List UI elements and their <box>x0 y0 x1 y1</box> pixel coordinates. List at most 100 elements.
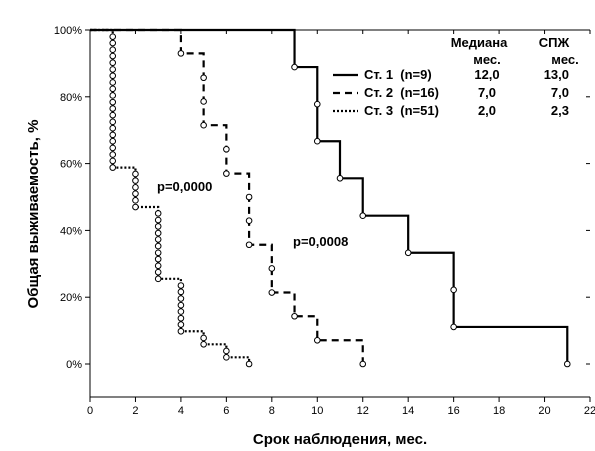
censor-marker <box>268 265 276 272</box>
series-layer <box>90 28 571 368</box>
y-tick-label: 100% <box>54 25 82 37</box>
censor-marker <box>109 124 117 132</box>
censor-marker <box>313 137 321 145</box>
x-tick-label: 18 <box>493 405 505 417</box>
censor-marker <box>132 170 139 178</box>
censor-marker <box>109 33 117 40</box>
censor-marker <box>132 203 139 211</box>
censor-marker <box>223 354 230 361</box>
censor-marker <box>177 327 185 335</box>
x-tick-label: 4 <box>178 405 184 417</box>
censor-marker <box>177 321 185 328</box>
censor-marker <box>177 50 185 57</box>
censor-marker <box>154 262 162 270</box>
legend-header-median: Медиана <box>451 35 508 50</box>
censor-marker <box>154 242 162 250</box>
censor-marker <box>404 249 412 257</box>
censor-marker <box>109 111 117 119</box>
censor-marker <box>109 59 117 67</box>
legend-pfs-value: 13,0 <box>544 67 569 82</box>
censor-marker <box>109 52 117 60</box>
censor-marker <box>245 360 253 368</box>
y-tick-label: 80% <box>60 92 82 104</box>
legend-pfs-value: 2,3 <box>551 103 569 118</box>
x-tick-label: 0 <box>87 405 93 417</box>
censor-marker <box>154 255 162 263</box>
censor-marker <box>109 164 117 171</box>
censor-marker <box>291 63 298 71</box>
censor-marker <box>154 268 162 276</box>
axes-layer: 0 2 4 6 8 10 12 14 16 18 20 22 0% 20% 40% 60% 80% 100% Сро… <box>25 25 595 448</box>
annotation-layer: p=0,0000 p=0,0008 <box>157 179 348 249</box>
censor-marker <box>291 312 298 320</box>
censor-marker <box>154 249 162 257</box>
censor-marker <box>109 131 117 139</box>
censor-marker <box>313 100 321 108</box>
legend-layer: Медиана мес. СПЖ мес. Ст. 1 (n=9) 12,0 13,0 Ст.… <box>333 35 579 118</box>
censor-marker <box>245 241 253 249</box>
censor-marker <box>200 74 207 82</box>
censor-marker <box>177 308 185 315</box>
censor-marker <box>109 46 117 54</box>
censor-marker <box>268 289 276 296</box>
y-tick-label: 60% <box>60 159 82 171</box>
censor-marker <box>200 98 207 105</box>
censor-marker <box>109 137 117 145</box>
y-tick-label: 0% <box>66 359 82 371</box>
censor-marker <box>109 72 117 80</box>
x-tick-label: 6 <box>223 405 229 417</box>
censor-marker <box>177 314 185 322</box>
censor-marker <box>109 118 117 126</box>
legend-label: Ст. 2 (n=16) <box>364 85 439 100</box>
censor-marker <box>109 105 117 112</box>
censor-marker <box>154 229 162 237</box>
censor-marker <box>245 193 253 201</box>
censor-marker <box>132 190 139 197</box>
legend-label: Ст. 3 (n=51) <box>364 103 439 118</box>
y-tick-label: 40% <box>60 225 82 237</box>
censor-marker <box>450 286 457 294</box>
censor-marker <box>200 121 207 129</box>
censor-marker <box>359 360 367 368</box>
legend-median-value: 2,0 <box>478 103 496 118</box>
censor-marker <box>109 66 117 73</box>
censor-marker <box>109 144 117 152</box>
censor-marker <box>109 85 117 93</box>
series-line <box>90 28 364 364</box>
x-axis-title: Срок наблюдения, мес. <box>253 431 427 448</box>
p-value-annotation: p=0,0000 <box>157 179 212 194</box>
censor-marker <box>132 197 139 204</box>
censor-marker <box>154 236 162 243</box>
y-tick-label: 20% <box>60 292 82 304</box>
legend-header-pfs-unit: мес. <box>551 52 579 67</box>
censor-marker <box>223 170 230 177</box>
censor-marker <box>154 275 162 283</box>
x-tick-label: 10 <box>311 405 323 417</box>
censor-marker <box>177 301 185 309</box>
censor-marker <box>109 92 117 99</box>
censor-marker <box>154 216 162 224</box>
p-value-annotation: p=0,0008 <box>293 234 348 249</box>
censor-marker <box>109 157 117 165</box>
x-tick-label: 20 <box>538 405 550 417</box>
censor-marker <box>245 217 253 225</box>
censor-marker <box>359 212 367 220</box>
plot-frame <box>89 29 590 398</box>
series-dotted <box>90 28 253 368</box>
x-tick-label: 22 <box>584 405 595 417</box>
x-tick-label: 12 <box>357 405 369 417</box>
legend-label: Ст. 1 (n=9) <box>364 67 432 82</box>
censor-marker <box>109 151 117 158</box>
censor-marker <box>154 210 162 217</box>
legend-median-value: 12,0 <box>474 67 499 82</box>
legend-header-pfs: СПЖ <box>539 35 570 50</box>
x-tick-label: 8 <box>269 405 275 417</box>
censor-marker <box>223 347 230 355</box>
x-tick-label: 2 <box>132 405 138 417</box>
censor-marker <box>200 334 207 342</box>
series-line <box>90 28 569 364</box>
series-dashed <box>90 28 367 368</box>
censor-marker <box>109 79 117 86</box>
censor-marker <box>223 145 230 153</box>
